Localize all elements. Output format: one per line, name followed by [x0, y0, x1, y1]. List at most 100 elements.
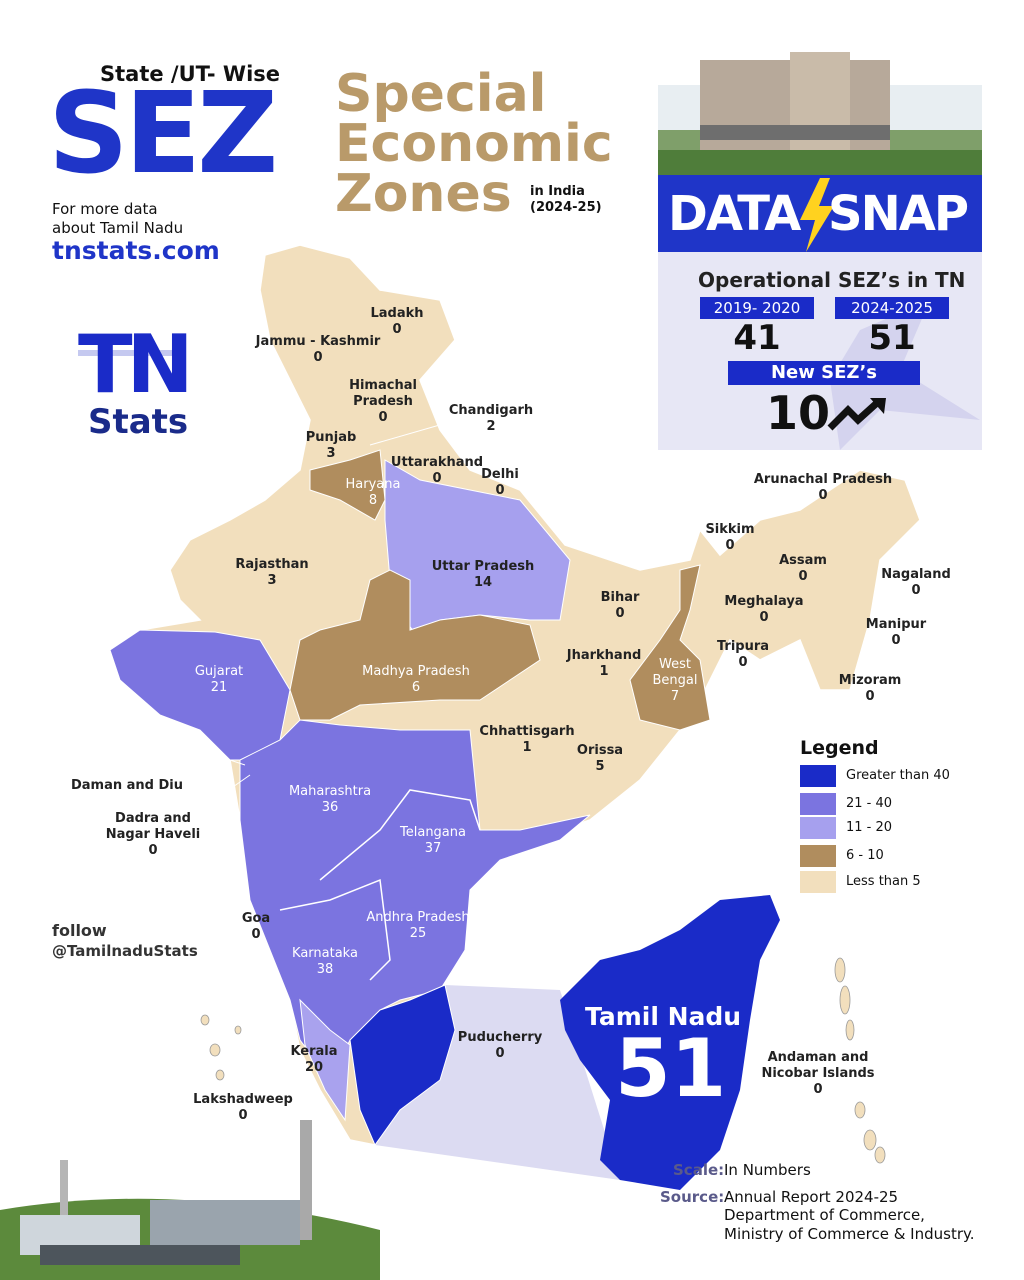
region-value: 0 — [759, 610, 769, 625]
period-label: 2024-2025 — [835, 297, 949, 319]
islands — [200, 957, 886, 1164]
region-name: Uttarakhand — [390, 455, 484, 470]
region-label: Andaman and Nicobar Islands 0 — [761, 1050, 874, 1098]
region-name: Orissa — [576, 743, 624, 758]
region-label: Delhi 0 — [481, 467, 519, 499]
source-label: Source: — [660, 1188, 725, 1206]
brand-text: SNAP — [828, 186, 969, 242]
region-shape-madhya-pradesh — [289, 569, 541, 721]
region-label: Himachal Pradesh 0 — [349, 378, 417, 426]
region-label: Nagaland 0 — [881, 567, 951, 599]
region-label: Manipur 0 — [866, 617, 926, 649]
tn-callout-shape — [560, 895, 780, 1190]
region-value: 1 — [599, 664, 609, 679]
region-value: 20 — [304, 1060, 324, 1075]
state-border — [279, 878, 391, 981]
region-label: Andhra Pradesh 25 — [366, 910, 469, 942]
region-value: 3 — [267, 573, 277, 588]
region-value: 0 — [432, 471, 442, 486]
region-label: Rajasthan 3 — [235, 557, 308, 589]
region-value: 0 — [313, 350, 323, 365]
more-data: about Tamil Nadu — [52, 219, 184, 237]
region-shape-haryana — [309, 449, 386, 521]
region-name: Meghalaya — [724, 594, 804, 609]
region-name: Sikkim — [705, 522, 755, 537]
region-name: Jharkhand — [566, 648, 642, 663]
new-label: New SEZ’s — [728, 361, 920, 385]
year: (2024-25) — [530, 200, 602, 215]
region-value: 0 — [865, 689, 875, 704]
bolt — [800, 178, 834, 252]
region-name: Manipur — [865, 617, 927, 632]
region-label: Chhattisgarh 1 — [479, 724, 574, 756]
region-value: 0 — [378, 410, 388, 425]
region-shape-kerala — [299, 998, 351, 1122]
scale-label: Scale: — [673, 1161, 725, 1179]
region-label: Ladakh 0 — [370, 306, 423, 338]
region-value: 36 — [321, 800, 339, 815]
legend-label: 21 - 40 — [846, 796, 893, 811]
region-name: Bihar — [600, 590, 640, 605]
region-name: Arunachal Pradesh — [753, 472, 893, 487]
region-value: 0 — [738, 655, 748, 670]
site-link[interactable]: tnstats.com — [52, 236, 220, 265]
region-name: Jammu - Kashmir — [255, 334, 381, 349]
source-line: Ministry of Commerce & Industry. — [724, 1225, 975, 1243]
legend-swatch — [800, 765, 836, 787]
state-border — [319, 789, 481, 881]
region-value: 0 — [238, 1108, 248, 1123]
region-name: Kerala — [290, 1044, 338, 1059]
region-name: Haryana — [345, 477, 401, 492]
snap-heading: Operational SEZ’s in TN — [698, 268, 966, 292]
region-name: West Bengal — [652, 657, 698, 688]
logo-stats: Stats — [88, 402, 189, 442]
tn-callout-name: Tamil Nadu — [585, 1002, 742, 1031]
legend-swatch — [800, 845, 836, 867]
region-name: Assam — [779, 553, 827, 568]
region-name: Chhattisgarh — [479, 724, 575, 739]
region-name: Puducherry — [457, 1030, 543, 1045]
legend-swatch — [800, 817, 836, 839]
legend-swatch — [800, 793, 836, 815]
source-line: Annual Report 2024-25 — [724, 1188, 899, 1206]
region-value: 0 — [495, 483, 505, 498]
region-label: Orissa 5 — [577, 743, 623, 775]
leader-line — [184, 759, 246, 781]
region-name: Gujarat — [194, 664, 244, 679]
period-value: 51 — [868, 318, 916, 358]
region-name: Lakshadweep — [193, 1092, 293, 1107]
region-name: Tripura — [716, 639, 770, 654]
social-handle[interactable]: @TamilnaduStats — [52, 942, 198, 960]
scale: In Numbers — [724, 1161, 811, 1179]
region-label: Mizoram 0 — [839, 673, 902, 705]
region-name: Dadra and Nagar Haveli — [105, 811, 201, 842]
logo-stripe — [78, 350, 178, 356]
region-label: Jharkhand 1 — [567, 648, 642, 680]
follow-label: follow — [52, 921, 107, 940]
period-label: 2019- 2020 — [700, 297, 814, 319]
trend-arrow — [827, 399, 881, 431]
region-value: 0 — [891, 633, 901, 648]
region-label: Bihar 0 — [601, 590, 640, 622]
more-data: For more data — [52, 200, 158, 218]
region-label: Haryana 8 — [346, 477, 401, 509]
title-line: Zones — [335, 164, 512, 224]
tn-callout-value: 51 — [615, 1022, 727, 1115]
region-label: Tripura 0 — [717, 639, 769, 671]
region-value: 7 — [670, 689, 680, 704]
region-shape-tamil-nadu — [349, 984, 456, 1147]
region-value: 0 — [148, 843, 158, 858]
region-label: Dadra and Nagar Haveli 0 — [106, 811, 201, 859]
region-name: Delhi — [481, 467, 519, 482]
region-value: 14 — [473, 575, 493, 590]
region-label: Punjab 3 — [306, 430, 357, 462]
region-name: Mizoram — [838, 673, 902, 688]
snap-panel — [658, 252, 982, 450]
leader-line — [369, 421, 451, 446]
source-line: Department of Commerce, — [724, 1206, 925, 1224]
legend-label: 6 - 10 — [846, 848, 884, 863]
in-india: in India — [530, 184, 585, 199]
region-value: 0 — [495, 1046, 505, 1061]
region-value: 0 — [615, 606, 625, 621]
